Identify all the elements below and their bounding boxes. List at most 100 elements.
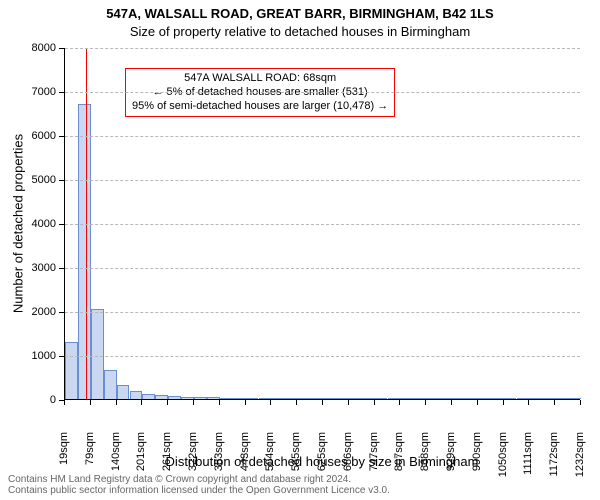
x-tick-label: 443sqm	[239, 432, 251, 482]
histogram-bar	[413, 398, 426, 399]
chart-subtitle: Size of property relative to detached ho…	[0, 24, 600, 39]
histogram-bar	[439, 398, 452, 399]
y-gridline	[65, 48, 580, 49]
x-tick-mark	[141, 400, 142, 405]
histogram-bar	[426, 398, 439, 399]
y-gridline	[65, 224, 580, 225]
histogram-bar	[259, 398, 272, 399]
x-tick-mark	[296, 400, 297, 405]
histogram-bar	[362, 398, 375, 399]
x-tick-label: 1050sqm	[497, 432, 509, 482]
y-tick-label: 6000	[20, 130, 56, 142]
y-tick-label: 4000	[20, 218, 56, 230]
annotation-line: 547A WALSALL ROAD: 68sqm	[132, 72, 388, 86]
y-tick-label: 1000	[20, 350, 56, 362]
x-tick-label: 504sqm	[264, 432, 276, 482]
x-tick-mark	[167, 400, 168, 405]
y-tick-mark	[59, 136, 64, 137]
x-tick-mark	[116, 400, 117, 405]
histogram-bar	[542, 398, 555, 399]
x-tick-label: 807sqm	[393, 432, 405, 482]
y-tick-mark	[59, 180, 64, 181]
x-tick-label: 990sqm	[471, 432, 483, 482]
histogram-bar	[284, 398, 297, 399]
y-gridline	[65, 136, 580, 137]
x-tick-mark	[193, 400, 194, 405]
x-tick-mark	[425, 400, 426, 405]
x-tick-mark	[245, 400, 246, 405]
histogram-bar	[65, 342, 78, 399]
x-tick-mark	[503, 400, 504, 405]
footer-line: Contains public sector information licen…	[8, 485, 390, 496]
histogram-bar	[478, 398, 491, 399]
histogram-bar	[297, 398, 310, 399]
y-gridline	[65, 312, 580, 313]
histogram-bar	[104, 370, 117, 399]
histogram-bar	[504, 398, 517, 399]
histogram-bar	[207, 397, 220, 399]
x-tick-mark	[451, 400, 452, 405]
x-tick-mark	[348, 400, 349, 405]
x-tick-mark	[322, 400, 323, 405]
histogram-bar	[142, 394, 155, 399]
y-tick-label: 7000	[20, 86, 56, 98]
histogram-bar	[220, 398, 233, 399]
y-gridline	[65, 356, 580, 357]
y-tick-mark	[59, 224, 64, 225]
y-gridline	[65, 268, 580, 269]
histogram-bar	[91, 309, 104, 399]
histogram-bar	[529, 398, 542, 399]
plot-area: 547A WALSALL ROAD: 68sqm← 5% of detached…	[64, 48, 580, 400]
x-tick-label: 1172sqm	[548, 432, 560, 482]
y-gridline	[65, 180, 580, 181]
y-tick-mark	[59, 356, 64, 357]
y-tick-mark	[59, 312, 64, 313]
histogram-bar	[130, 391, 143, 399]
x-tick-label: 625sqm	[316, 432, 328, 482]
x-tick-mark	[580, 400, 581, 405]
histogram-bar	[233, 398, 246, 399]
x-tick-mark	[270, 400, 271, 405]
x-tick-label: 868sqm	[419, 432, 431, 482]
chart-container: { "titles": { "line1": "547A, WALSALL RO…	[0, 0, 600, 500]
histogram-bar	[168, 396, 181, 399]
histogram-bar	[491, 398, 504, 399]
x-tick-mark	[219, 400, 220, 405]
x-tick-label: 19sqm	[58, 432, 70, 482]
histogram-bar	[117, 385, 130, 399]
histogram-bar	[246, 398, 259, 399]
x-tick-label: 747sqm	[368, 432, 380, 482]
x-tick-label: 383sqm	[213, 432, 225, 482]
x-tick-label: 686sqm	[342, 432, 354, 482]
x-tick-label: 201sqm	[135, 432, 147, 482]
x-tick-label: 79sqm	[84, 432, 96, 482]
histogram-bar	[375, 398, 388, 399]
x-tick-mark	[399, 400, 400, 405]
y-tick-label: 3000	[20, 262, 56, 274]
y-gridline	[65, 92, 580, 93]
x-tick-label: 322sqm	[187, 432, 199, 482]
y-tick-label: 8000	[20, 42, 56, 54]
x-tick-mark	[554, 400, 555, 405]
x-tick-label: 140sqm	[110, 432, 122, 482]
y-tick-mark	[59, 48, 64, 49]
annotation-line: 95% of semi-detached houses are larger (…	[132, 100, 388, 114]
y-tick-mark	[59, 268, 64, 269]
histogram-bar	[310, 398, 323, 399]
histogram-bar	[155, 395, 168, 399]
histogram-bar	[517, 398, 530, 399]
histogram-bar	[568, 398, 581, 399]
y-tick-label: 0	[20, 394, 56, 406]
x-tick-mark	[90, 400, 91, 405]
x-tick-mark	[477, 400, 478, 405]
x-tick-mark	[64, 400, 65, 405]
histogram-bar	[323, 398, 336, 399]
x-tick-label: 565sqm	[290, 432, 302, 482]
y-tick-label: 5000	[20, 174, 56, 186]
x-tick-label: 261sqm	[161, 432, 173, 482]
histogram-bar	[388, 398, 401, 399]
histogram-bar	[465, 398, 478, 399]
histogram-bar	[271, 398, 284, 399]
x-tick-mark	[374, 400, 375, 405]
histogram-bar	[555, 398, 568, 399]
